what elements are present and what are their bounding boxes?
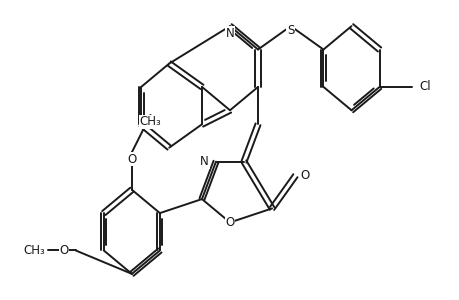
Text: CH₃: CH₃: [23, 244, 45, 257]
Text: N: N: [200, 155, 208, 168]
Text: S: S: [286, 24, 294, 37]
Text: N: N: [225, 27, 234, 40]
Text: Cl: Cl: [418, 80, 430, 93]
Text: O: O: [127, 153, 136, 166]
Text: CH₃: CH₃: [140, 116, 161, 128]
Text: O: O: [59, 244, 68, 257]
Text: O: O: [299, 169, 309, 182]
Text: O: O: [225, 216, 234, 229]
